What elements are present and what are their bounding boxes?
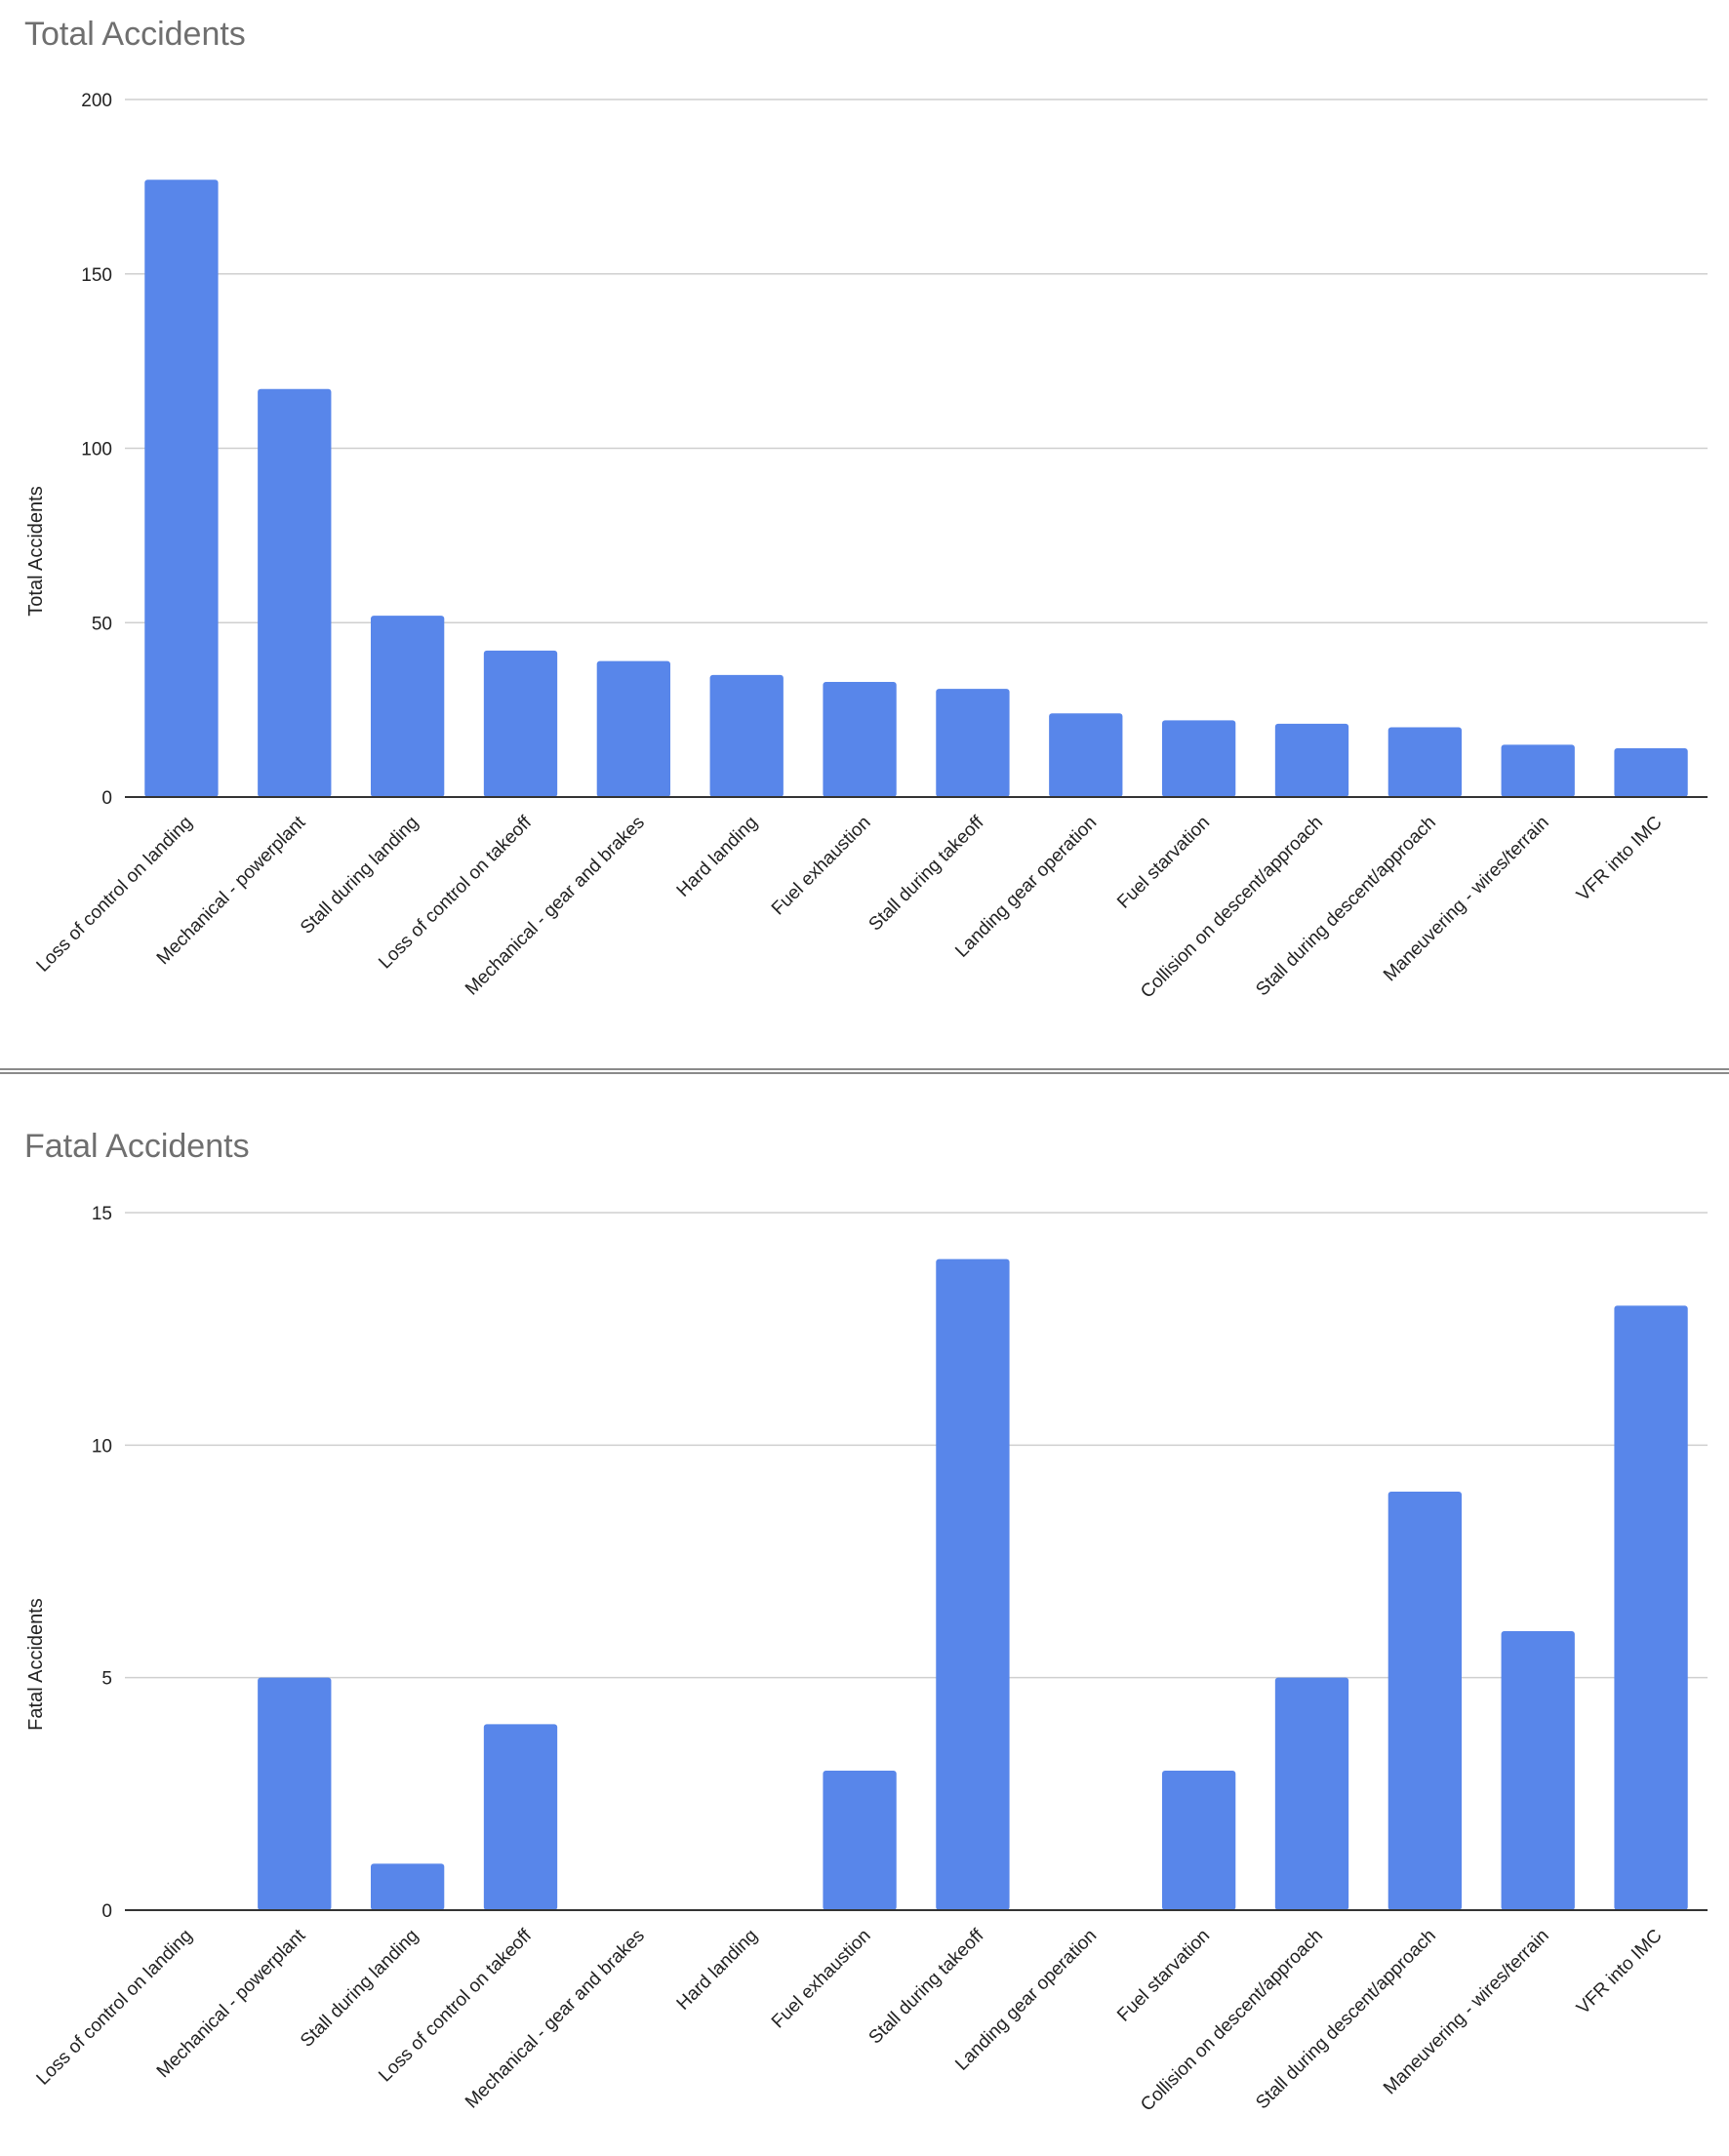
bar — [1501, 744, 1575, 797]
gridlines — [125, 1212, 1708, 1679]
x-tick-label: VFR into IMC — [1573, 813, 1666, 905]
x-tick-label: Fuel starvation — [1113, 1926, 1214, 2026]
y-tick-label: 15 — [92, 1204, 112, 1224]
bar — [1614, 747, 1688, 797]
gridlines — [125, 99, 1708, 623]
bar — [823, 1771, 897, 1910]
x-tick-label: Stall during takeoff — [865, 812, 988, 935]
bar — [1161, 720, 1236, 797]
bar — [936, 1258, 1010, 1910]
x-tick-label: Stall during landing — [297, 813, 422, 938]
bar — [596, 660, 671, 797]
bar — [709, 674, 784, 797]
x-tick-label: Fuel exhaustion — [768, 813, 875, 920]
y-tick-label: 150 — [81, 265, 112, 286]
bar — [144, 180, 219, 798]
y-tick-label: 0 — [101, 788, 112, 809]
bar — [1387, 1492, 1463, 1910]
fatal-accidents-chart: Fatal Accidents 0 5 10 15 Loss of control o… — [24, 1128, 1708, 2116]
bar — [258, 1677, 332, 1910]
y-tick-label: 5 — [101, 1669, 112, 1690]
bars — [258, 1258, 1688, 1910]
bars — [144, 180, 1688, 798]
x-tick-label: Stall during descent/approach — [1252, 1926, 1440, 2114]
x-tick-label: Fuel exhaustion — [768, 1926, 875, 2033]
x-tick-label: Mechanical - gear and brakes — [462, 813, 649, 1000]
x-tick-label: VFR into IMC — [1573, 1926, 1666, 2018]
bar — [1274, 723, 1349, 797]
x-tick-label: Hard landing — [673, 813, 762, 901]
x-tick-label: Collision on descent/approach — [1137, 1926, 1327, 2116]
y-tick-label: 50 — [92, 614, 112, 634]
y-axis-label: Total Accidents — [25, 486, 47, 616]
bar — [483, 650, 558, 797]
bar — [1161, 1771, 1236, 1910]
y-tick-label: 10 — [92, 1436, 112, 1457]
bar — [370, 1863, 445, 1910]
bar — [1614, 1305, 1688, 1910]
x-tick-label: Stall during descent/approach — [1252, 813, 1440, 1001]
bar — [1049, 713, 1123, 797]
bar — [1501, 1631, 1575, 1910]
x-tick-label: Hard landing — [673, 1926, 762, 2015]
bar — [370, 616, 445, 797]
chart-divider — [0, 1068, 1729, 1074]
bar — [1387, 727, 1463, 797]
x-tick-label: Stall during landing — [297, 1926, 422, 2052]
chart-title: Fatal Accidents — [24, 1128, 250, 1165]
x-tick-label: Mechanical - gear and brakes — [462, 1926, 649, 2113]
bar — [258, 388, 332, 797]
y-tick-labels: 0 50 100 150 200 — [81, 91, 112, 809]
bar — [936, 689, 1010, 797]
x-tick-label: Collision on descent/approach — [1137, 813, 1327, 1003]
y-tick-label: 200 — [81, 91, 112, 111]
y-axis-label: Fatal Accidents — [25, 1598, 47, 1731]
chart-title: Total Accidents — [24, 16, 246, 53]
total-accidents-chart: Total Accidents 0 50 100 150 200 Loss of con… — [24, 16, 1708, 1003]
bar — [1274, 1677, 1349, 1910]
bar — [823, 682, 897, 797]
bar — [483, 1724, 558, 1910]
y-tick-label: 100 — [81, 440, 112, 460]
y-tick-labels: 0 5 10 15 — [92, 1204, 112, 1922]
x-tick-label: Stall during takeoff — [865, 1925, 988, 2048]
y-tick-label: 0 — [101, 1901, 112, 1922]
x-tick-label: Fuel starvation — [1113, 813, 1214, 913]
